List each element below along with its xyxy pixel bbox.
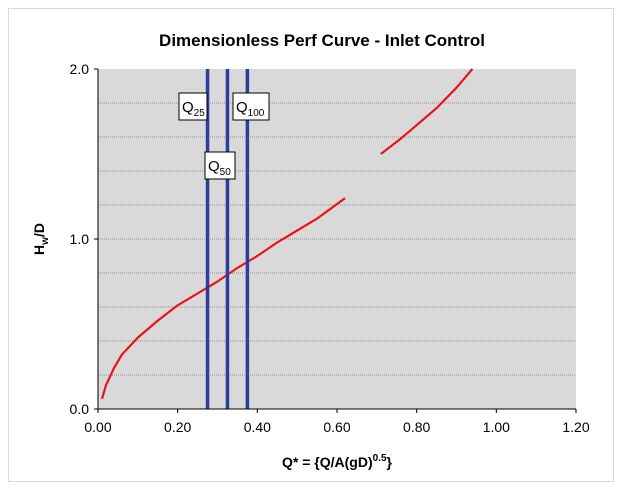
axes (94, 68, 577, 413)
x-tick-label: 0.60 (323, 419, 350, 435)
curves (100, 68, 474, 400)
chart-title: Dimensionless Perf Curve - Inlet Control (159, 31, 485, 50)
grid-lines (98, 102, 576, 376)
y-tick-label: 2.0 (70, 61, 90, 77)
q100-label-box (232, 92, 270, 121)
discharge-lines: Q25 Q100 Q50 (178, 69, 270, 409)
q25-label: Q25 (178, 92, 208, 121)
x-tick-label: 0.80 (403, 419, 430, 435)
x-axis-label: Q* = {Q/A(gD)0.5} (282, 453, 393, 470)
q100-label: Q100 (232, 92, 270, 121)
x-tick-label: 0.00 (84, 419, 111, 435)
x-tick-labels: 0.00 0.20 0.40 0.60 0.80 1.00 1.20 (84, 419, 589, 435)
curve-segment-2 (380, 68, 474, 155)
x-tick-label: 0.40 (244, 419, 271, 435)
x-tick-label: 1.20 (562, 419, 589, 435)
q50-label-box (204, 151, 236, 180)
q25-label-box (178, 92, 208, 121)
y-tick-labels: 0.0 1.0 2.0 (70, 61, 90, 417)
curve-segment-1 (100, 197, 346, 400)
q25-label-text: Q25 (182, 99, 205, 119)
y-tick-label: 1.0 (70, 231, 90, 247)
q100-label-text: Q100 (236, 99, 265, 119)
q50-label: Q50 (204, 151, 236, 180)
x-tick-label: 0.20 (164, 419, 191, 435)
x-tick-label: 1.00 (483, 419, 510, 435)
y-tick-label: 0.0 (70, 401, 90, 417)
q50-label-text: Q50 (208, 158, 231, 178)
y-axis-label: Hw/D (31, 223, 51, 255)
